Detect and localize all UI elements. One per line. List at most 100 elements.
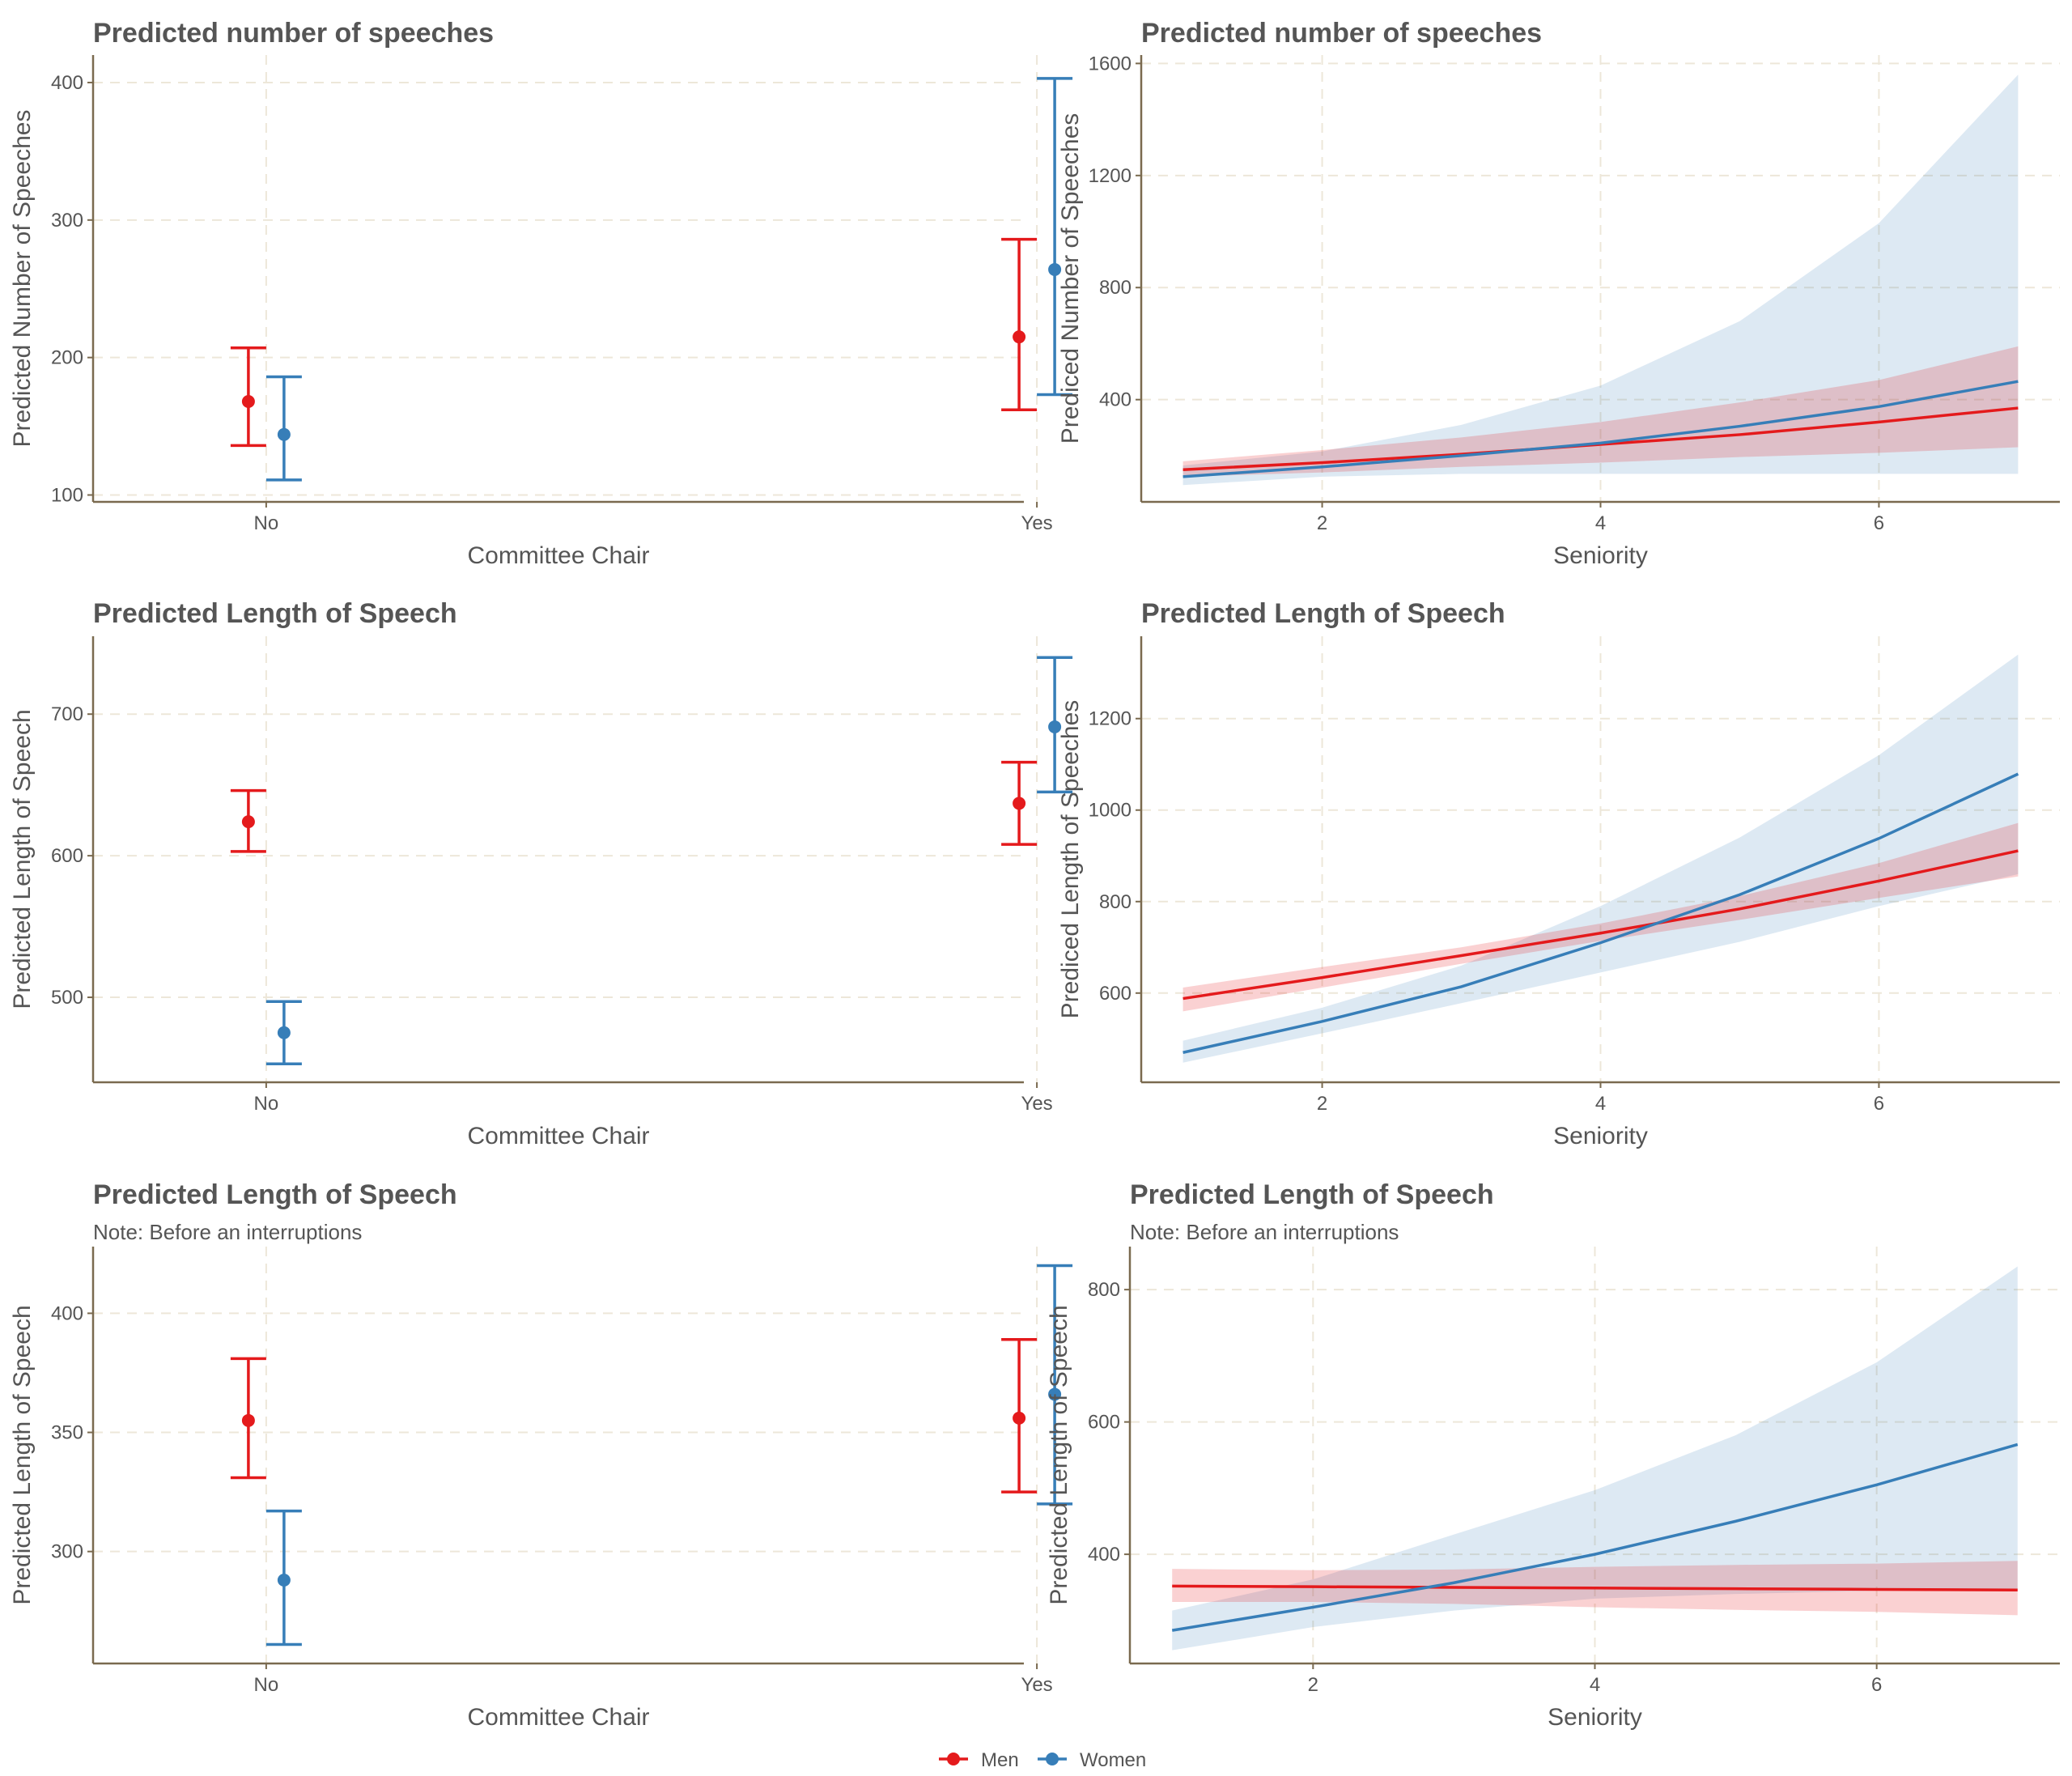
point-estimate [1048,720,1062,733]
line-men [1182,849,2019,1001]
x-tick-label: 2 [1317,512,1327,534]
y-axis-label: Prediced Length of Speeches [1057,700,1084,1019]
panel-title: Predicted number of speeches [1141,18,1542,49]
y-tick-label: 1000 [1089,800,1132,822]
x-axis-label: Committee Chair [467,1704,649,1731]
panel-title: Predicted number of speeches [93,18,494,49]
point-estimate [241,1413,255,1427]
y-tick-label: 200 [51,347,83,369]
x-axis-label: Seniority [1553,542,1648,569]
x-tick-label: 6 [1874,512,1884,534]
point-estimate [241,815,255,829]
y-tick-label: 400 [51,1302,83,1324]
x-tick-label: 6 [1871,1674,1882,1696]
x-axis-label: Committee Chair [467,542,649,569]
x-tick-label: 4 [1595,1093,1606,1115]
point-estimate [277,1026,291,1039]
x-tick-label: Yes [1021,1674,1053,1696]
panel-title: Predicted Length of Speech [1141,598,1505,629]
y-axis-label: Predicted Length of Speech [1046,1305,1072,1604]
line-women [1171,1442,2019,1632]
point-estimate [1013,1411,1026,1425]
series-men [230,760,1038,853]
y-tick-label: 1200 [1089,708,1132,730]
line-men [1172,1584,2018,1592]
x-axis-label: Seniority [1548,1704,1642,1731]
y-tick-label: 600 [51,845,83,867]
y-tick-label: 800 [1088,1279,1120,1301]
y-axis-label: Prediced Number of Speeches [1057,113,1084,444]
point-estimate [277,427,291,441]
x-tick-label: No [254,1674,279,1696]
y-tick-label: 300 [51,210,83,232]
y-tick-label: 300 [51,1541,83,1563]
x-tick-label: 2 [1317,1093,1327,1115]
y-axis-label: Predicted Length of Speech [9,1305,36,1604]
panel-4: Predicted Length of Speech 600 800 1000 1200… [1057,598,2060,1149]
y-tick-label: 800 [1099,277,1132,299]
y-tick-label: 1200 [1089,165,1132,187]
gridlines [93,1247,1038,1663]
y-axis-label: Predicted Length of Speech [9,709,36,1009]
panel-5: Predicted Length of Speech Note: Before a… [9,1179,1073,1731]
x-axis-label: Committee Chair [467,1123,649,1149]
point-estimate [1048,262,1062,276]
line-women [1182,772,2019,1054]
line-women [1182,380,2019,478]
ci-band-women [1182,654,2019,1063]
gridlines [1141,636,2060,1082]
x-axis-label: Seniority [1553,1123,1648,1149]
series-women [265,656,1073,1066]
x-tick-label: 2 [1308,1674,1318,1696]
panel-subtitle: Note: Before an interruptions [93,1220,362,1244]
y-tick-label: 600 [1088,1412,1120,1434]
y-tick-label: 700 [51,703,83,725]
y-tick-label: 1600 [1089,53,1132,74]
series-men [230,237,1038,448]
panel-subtitle: Note: Before an interruptions [1130,1220,1399,1244]
point-estimate [1048,1387,1062,1401]
series-women [265,1264,1073,1646]
x-tick-label: No [254,512,279,534]
legend-dot-men [947,1753,960,1765]
point-estimate [277,1574,291,1587]
y-tick-label: 100 [51,485,83,507]
point-estimate [1013,330,1026,344]
y-axis-label: Predicted Number of Speeches [9,110,36,448]
point-estimate [241,395,255,409]
x-tick-label: 4 [1590,1674,1600,1696]
panel-3: Predicted Length of Speech 500 600 700 No Yes… [9,598,1073,1149]
y-tick-label: 400 [1099,389,1132,411]
legend-label-men: Men [981,1749,1019,1771]
x-tick-label: Yes [1021,1093,1053,1115]
panel-title: Predicted Length of Speech [93,1179,457,1210]
point-estimate [1013,797,1026,810]
ci-band-men [1182,346,2019,477]
series-women [265,77,1073,482]
x-tick-label: Yes [1021,512,1053,534]
panel-1: Predicted number of speeches 100 200 300 400… [9,18,1073,569]
ci-band-women [1182,74,2019,486]
legend-label-women: Women [1080,1749,1146,1771]
y-tick-label: 600 [1099,983,1132,1005]
y-tick-label: 350 [51,1422,83,1444]
series-men [230,1338,1038,1493]
y-tick-label: 400 [51,72,83,94]
legend: Men Women [939,1749,1146,1771]
legend-dot-women [1046,1753,1059,1765]
ci-band-men [1182,822,2019,1012]
x-tick-label: 4 [1595,512,1606,534]
y-tick-label: 800 [1099,891,1132,913]
y-tick-label: 500 [51,987,83,1009]
x-tick-label: 6 [1874,1093,1884,1115]
panel-2: Predicted number of speeches 400 800 1200 16… [1057,18,2060,569]
panel-title: Predicted Length of Speech [1130,1179,1494,1210]
panel-title: Predicted Length of Speech [93,598,457,629]
gridlines [93,55,1038,502]
ci-band-women [1172,1266,2018,1651]
panel-6: Predicted Length of Speech Note: Before a… [1046,1179,2060,1731]
gridlines [93,636,1038,1082]
y-tick-label: 400 [1088,1544,1120,1566]
gridlines [1141,55,2060,502]
